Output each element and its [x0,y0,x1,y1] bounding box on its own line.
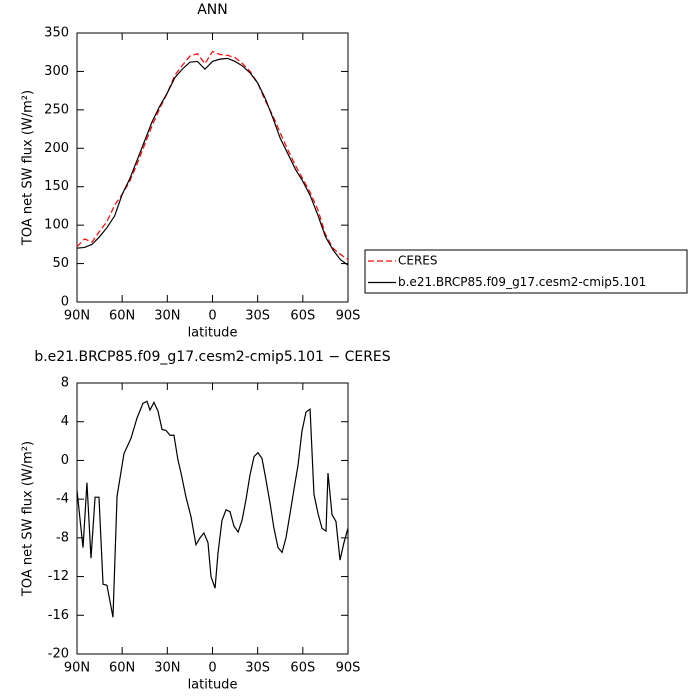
chart-title: ANN [197,2,228,18]
y-tick-label: -16 [48,608,69,623]
x-tick-label: 30S [245,309,270,324]
x-tick-label: 0 [208,309,216,324]
y-tick-label: 0 [61,453,69,468]
y-axis-label: TOA net SW flux (W/m²) [21,441,36,597]
y-tick-label: 4 [61,414,69,429]
legend-box [364,249,688,294]
x-tick-label: 30N [154,309,180,324]
legend-label: b.e21.BRCP85.f09_g17.cesm2-cmip5.101 [398,275,646,289]
legend-label: CERES [398,254,438,268]
x-tick-label: 90S [336,309,361,324]
y-tick-label: 200 [44,141,69,156]
x-tick-label: 30S [245,661,270,676]
x-axis-label: latitude [188,678,238,693]
plot-frame [76,32,349,303]
x-tick-label: 60S [290,661,315,676]
x-tick-label: 90N [64,309,90,324]
y-tick-label: -20 [48,647,69,662]
plot-frame [76,382,349,655]
y-tick-label: 50 [52,256,69,271]
y-tick-label: -4 [56,492,69,507]
y-tick-label: -12 [48,569,69,584]
y-tick-label: 8 [61,376,69,391]
y-tick-label: 150 [44,179,69,194]
x-tick-label: 60N [109,309,135,324]
y-tick-label: 250 [44,102,69,117]
data-line [76,400,349,618]
y-tick-label: 350 [44,26,69,41]
x-tick-label: 90N [64,661,90,676]
x-tick-label: 90S [336,661,361,676]
y-tick-label: 100 [44,218,69,233]
data-line [76,57,349,266]
x-tick-label: 60N [109,661,135,676]
y-tick-label: 300 [44,64,69,79]
data-line [76,50,349,261]
x-tick-label: 60S [290,309,315,324]
y-tick-label: 0 [61,295,69,310]
x-tick-label: 0 [208,661,216,676]
x-axis-label: latitude [188,326,238,341]
chart-title: b.e21.BRCP85.f09_g17.cesm2-cmip5.101 − C… [34,349,390,365]
y-axis-label: TOA net SW flux (W/m²) [21,90,36,246]
y-tick-label: -8 [56,530,69,545]
x-tick-label: 30N [154,661,180,676]
